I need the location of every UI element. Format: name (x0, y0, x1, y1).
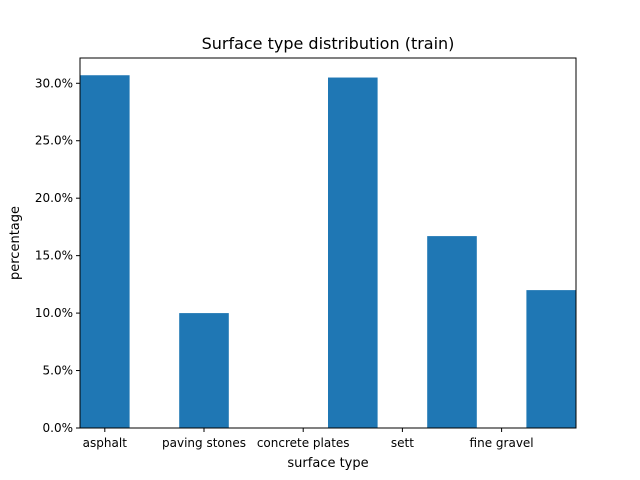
y-axis-label: percentage (8, 206, 23, 280)
y-tick-label: 25.0% (35, 134, 73, 148)
bars-group (80, 75, 576, 428)
x-tick-label: asphalt (83, 436, 128, 450)
plot-frame (79, 57, 577, 429)
bar-concrete-plates (328, 77, 378, 428)
y-tick-label: 15.0% (35, 249, 73, 263)
y-tick-label: 10.0% (35, 306, 73, 320)
x-axis-label: surface type (287, 456, 368, 471)
y-tick-label: 5.0% (43, 364, 74, 378)
y-tick-label: 20.0% (35, 191, 73, 205)
x-tick-label: fine gravel (470, 436, 534, 450)
x-tick-label: concrete plates (257, 436, 350, 450)
axes-group: 0.0% 5.0% 10.0% 15.0% 20.0% 25.0% 30.0% asphalt… (35, 57, 577, 450)
bar-paving-stones (179, 313, 229, 428)
x-tick-label: paving stones (162, 436, 246, 450)
y-tick-label: 30.0% (35, 76, 73, 90)
bar-fine-gravel (526, 290, 576, 428)
bar-sett (427, 236, 477, 428)
chart-title: Surface type distribution (train) (202, 34, 455, 53)
x-tick-label: sett (391, 436, 414, 450)
y-tick-label: 0.0% (43, 421, 74, 435)
bar-asphalt (80, 75, 130, 428)
